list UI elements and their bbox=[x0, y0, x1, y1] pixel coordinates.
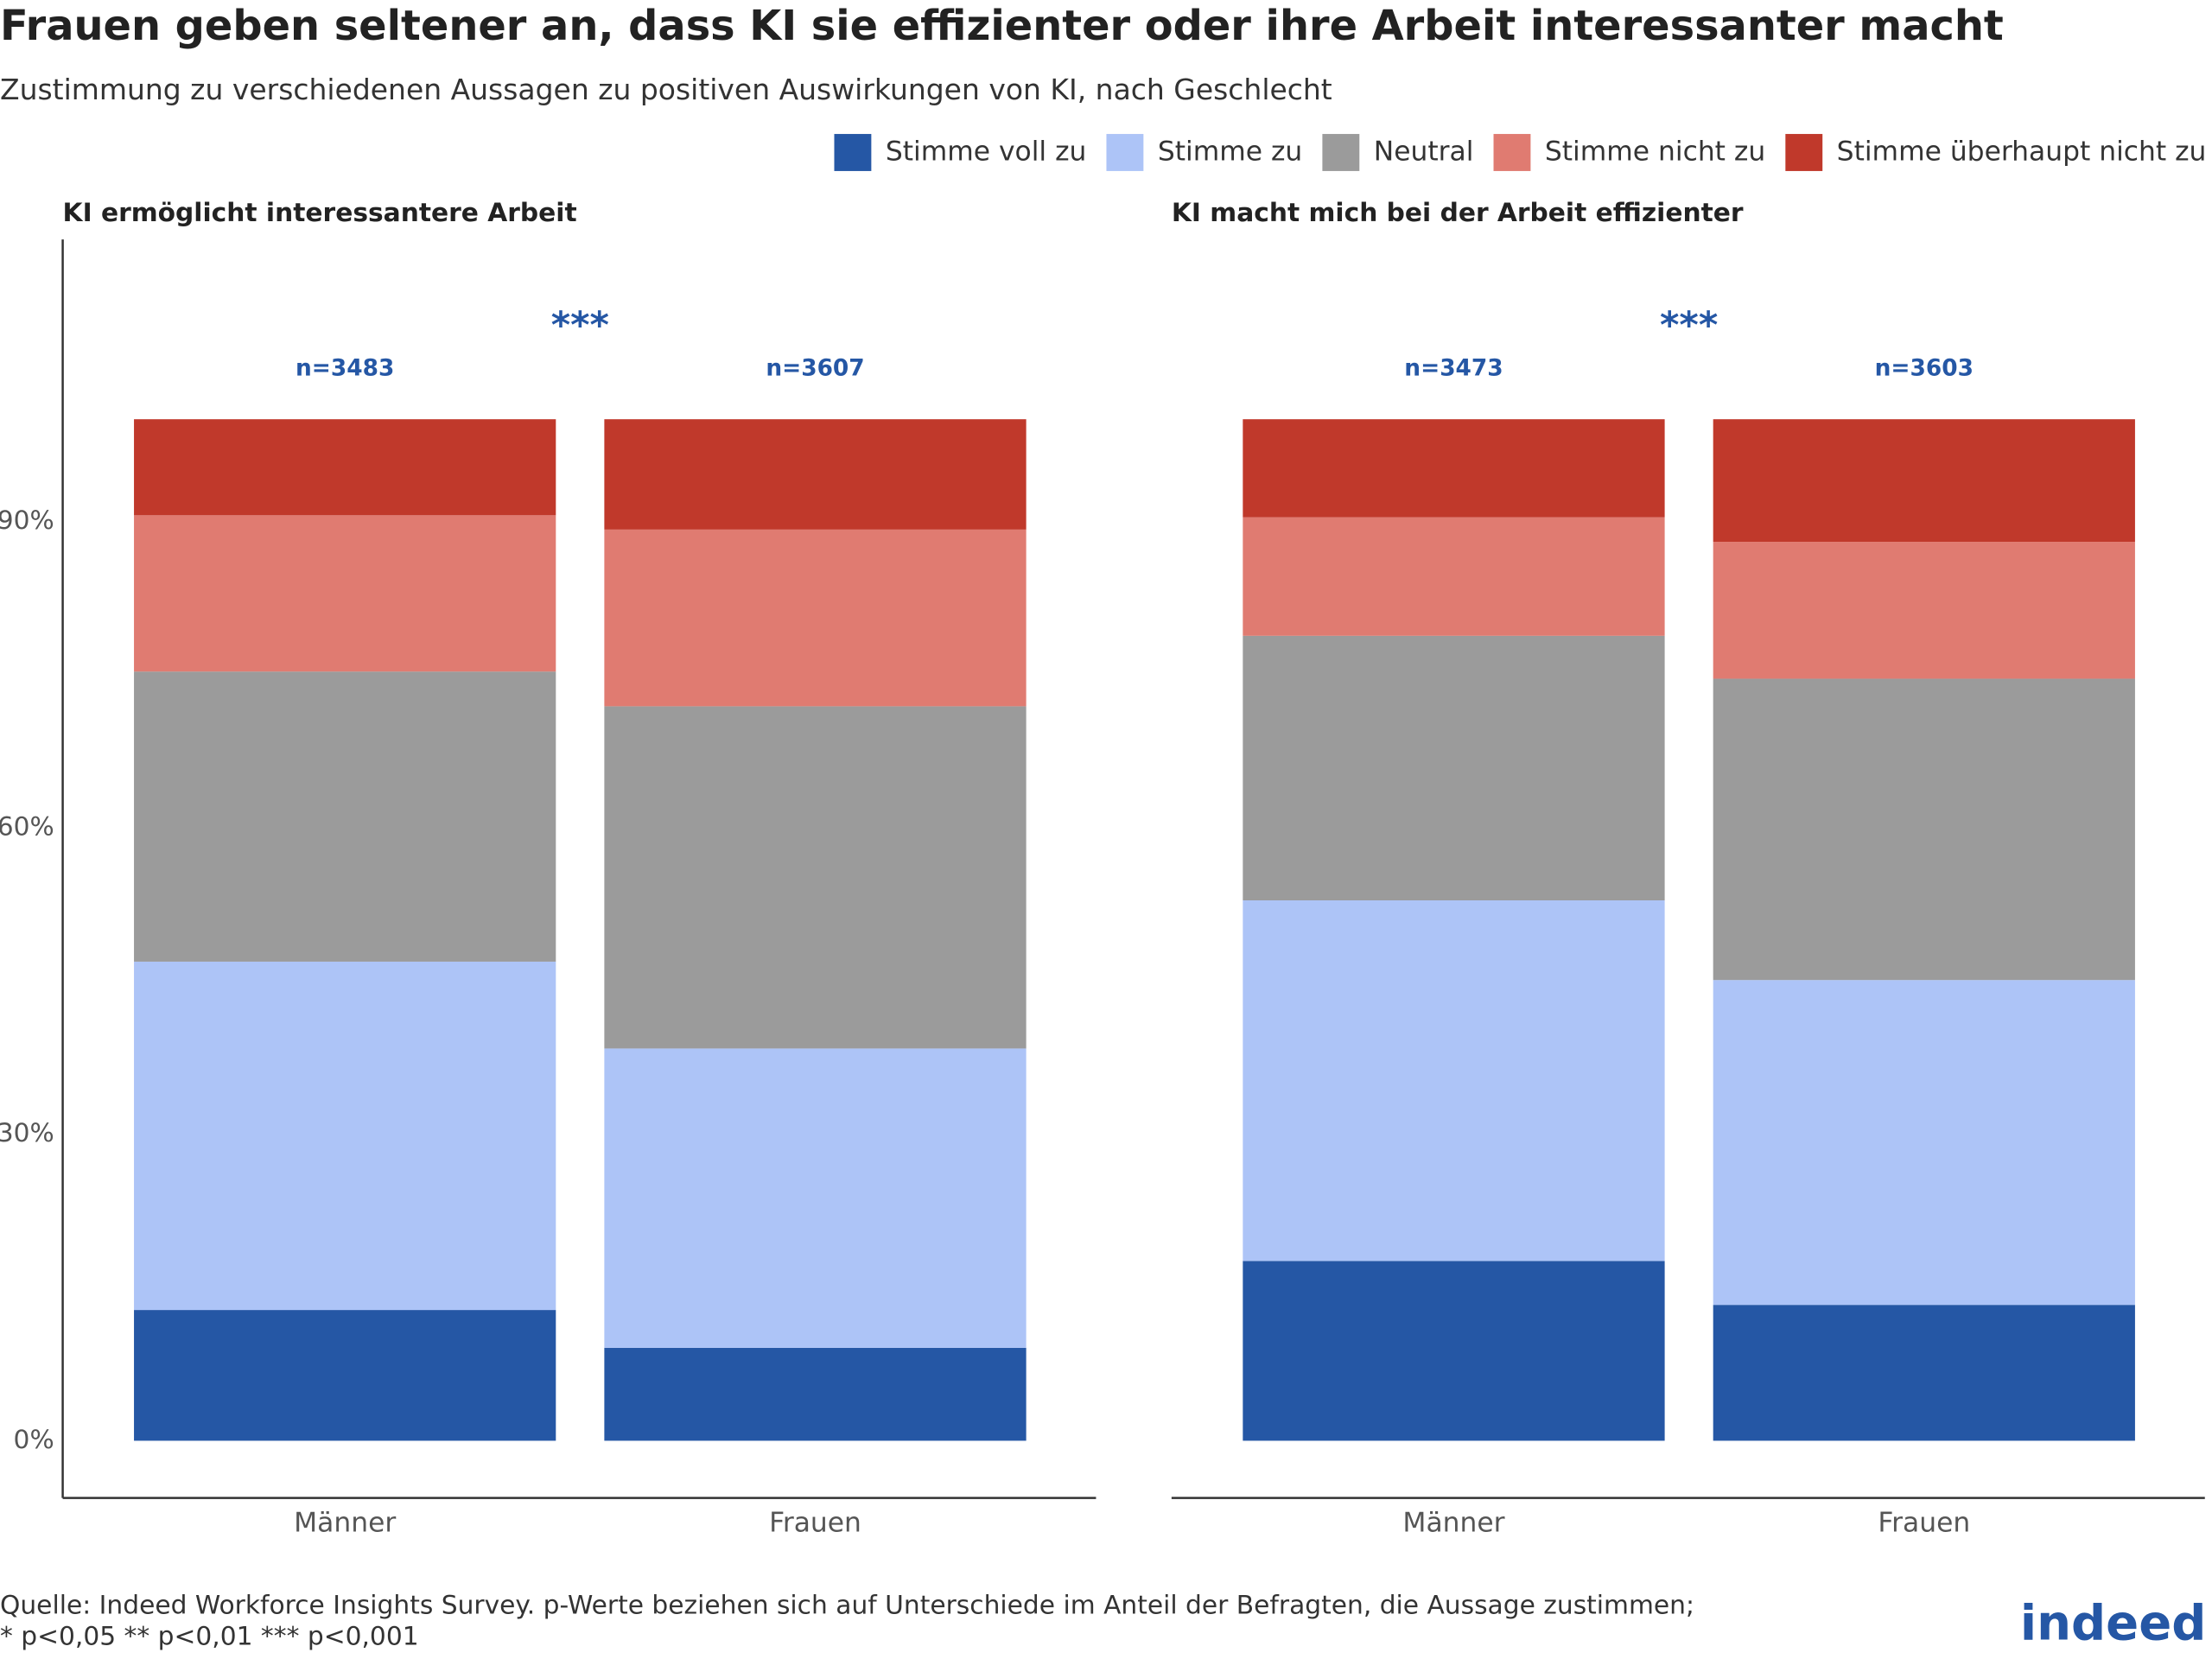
bar-segment bbox=[1713, 980, 2135, 1306]
sample-size: n=3473 bbox=[1404, 356, 1503, 382]
sample-size: n=3483 bbox=[296, 356, 394, 382]
bar-segment bbox=[604, 529, 1027, 707]
source-note: Quelle: Indeed Workforce Insights Survey… bbox=[0, 1590, 1694, 1620]
bar-segment bbox=[1713, 1305, 2135, 1441]
bar-segment bbox=[134, 419, 556, 516]
sample-size: n=3607 bbox=[766, 356, 864, 382]
chart-subtitle: Zustimmung zu verschiedenen Aussagen zu … bbox=[0, 73, 1332, 106]
legend-swatch bbox=[1106, 134, 1144, 171]
bar-segment bbox=[1713, 419, 2135, 543]
bar-segment bbox=[1243, 419, 1665, 518]
bar-segment bbox=[134, 671, 556, 962]
x-tick-label: Männer bbox=[294, 1507, 396, 1538]
legend-swatch bbox=[834, 134, 872, 171]
legend-label: Stimme voll zu bbox=[886, 136, 1087, 167]
bar-segment bbox=[604, 1048, 1027, 1348]
panel-title: KI macht mich bei der Arbeit effizienter bbox=[1172, 198, 1744, 228]
logo: indeed bbox=[2020, 1596, 2207, 1652]
bar-segment bbox=[604, 1347, 1027, 1441]
bar-segment bbox=[134, 961, 556, 1311]
panel-title: KI ermöglicht interessantere Arbeit bbox=[63, 198, 577, 228]
legend-swatch bbox=[1322, 134, 1360, 171]
bar-segment bbox=[1713, 678, 2135, 981]
legend-swatch bbox=[1785, 134, 1823, 171]
bar-segment bbox=[1713, 542, 2135, 679]
bar-segment bbox=[134, 1310, 556, 1441]
x-tick-label: Männer bbox=[1402, 1507, 1504, 1538]
legend-label: Stimme nicht zu bbox=[1545, 136, 1765, 167]
legend-label: Stimme überhaupt nicht zu bbox=[1837, 136, 2207, 167]
bar-segment bbox=[1243, 635, 1665, 901]
x-tick-label: Frauen bbox=[1878, 1507, 1970, 1538]
x-tick-label: Frauen bbox=[769, 1507, 861, 1538]
significance: *** bbox=[551, 304, 609, 347]
bar-segment bbox=[604, 706, 1027, 1049]
legend-swatch bbox=[1493, 134, 1531, 171]
bar-segment bbox=[1243, 900, 1665, 1262]
significance: *** bbox=[1660, 304, 1718, 347]
y-tick-label: 60% bbox=[0, 812, 54, 842]
legend-label: Stimme zu bbox=[1158, 136, 1302, 167]
y-tick-label: 30% bbox=[0, 1118, 54, 1148]
bar-segment bbox=[1243, 517, 1665, 636]
y-tick-label: 0% bbox=[14, 1425, 54, 1455]
bar-segment bbox=[1243, 1261, 1665, 1441]
bar-segment bbox=[604, 419, 1027, 530]
chart-title: Frauen geben seltener an, dass KI sie ef… bbox=[0, 3, 2004, 50]
sample-size: n=3603 bbox=[1875, 356, 1974, 382]
legend-label: Neutral bbox=[1374, 136, 1474, 167]
y-tick-label: 90% bbox=[0, 505, 54, 536]
bar-segment bbox=[134, 515, 556, 672]
source-note: * p<0,05 ** p<0,01 *** p<0,001 bbox=[0, 1622, 419, 1652]
